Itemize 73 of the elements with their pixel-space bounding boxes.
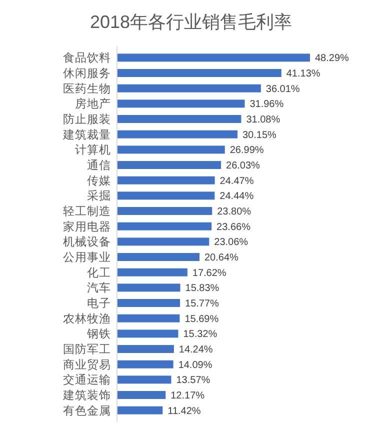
data-label: 14.24% [178,344,213,356]
y-tick-label: 商业贸易 [63,357,111,372]
y-tick-label: 防止服装 [63,113,111,126]
bar [117,268,188,276]
bar [117,84,261,92]
bar [117,299,180,307]
y-tick-label: 有色金属 [63,404,111,418]
data-label: 15.32% [183,329,218,340]
data-label: 48.29% [315,53,350,64]
data-label: 23.80% [217,206,252,218]
data-label: 17.62% [192,268,226,279]
bar [117,238,210,246]
bar [117,330,178,338]
data-label: 12.17% [170,390,205,402]
y-tick-label: 计算机 [75,144,111,157]
y-tick-label: 汽车 [87,280,111,295]
bar [117,100,245,108]
y-tick-label: 轻工制造 [63,205,111,218]
data-label: 15.69% [184,314,219,325]
bar [117,314,180,322]
data-label: 31.08% [246,114,280,126]
y-tick-label: 建筑装饰 [62,389,111,402]
bar [117,161,222,169]
bar [117,192,215,200]
bar [117,360,174,368]
data-label: 24.44% [220,191,254,202]
y-tick-label: 休闲服务 [63,67,111,80]
bar [117,115,242,123]
bar [117,391,166,399]
chart-title: 2018年各行业销售毛利率 [90,12,292,32]
data-label: 30.15% [242,130,277,141]
data-label: 23.66% [216,222,251,233]
bar [117,130,238,138]
bar [117,222,212,230]
data-label: 41.13% [286,68,320,80]
data-label: 24.47% [220,176,254,187]
y-tick-label: 化工 [87,266,111,280]
data-label: 15.77% [185,298,220,310]
y-tick-label: 交通运输 [63,372,111,387]
y-tick-label: 食品饮料 [63,52,111,65]
y-tick-label: 电子 [87,297,111,310]
y-tick-label: 公用事业 [63,251,111,264]
y-tick-label: 传媒 [87,174,111,188]
bar [117,54,310,62]
bar [117,284,180,292]
y-tick-label: 农林牧渔 [63,312,111,326]
bar [117,345,174,353]
data-label: 26.03% [226,160,260,172]
y-tick-label: 建筑裁量 [62,128,111,142]
bar [117,146,225,154]
data-label: 31.96% [250,99,284,110]
bar [117,207,212,215]
bar [117,376,172,384]
data-label: 26.99% [230,145,264,156]
data-label: 13.57% [176,375,210,386]
data-label: 23.06% [214,237,248,248]
y-tick-label: 国防军工 [63,343,111,356]
data-label: 20.64% [204,252,239,264]
y-tick-label: 通信 [87,159,111,172]
data-label: 11.42% [168,406,201,417]
data-label: 36.01% [266,84,300,95]
y-tick-label: 机械设备 [63,236,111,249]
y-tick-label: 房地产 [75,96,111,111]
bar [117,406,163,414]
data-label: 14.09% [178,360,212,371]
y-tick-label: 家用电器 [63,219,111,234]
data-label: 15.83% [185,283,220,294]
bar [117,69,282,77]
bar [117,176,215,184]
bar [117,253,200,261]
y-tick-label: 医药生物 [63,82,111,96]
y-tick-label: 钢铁 [86,328,111,341]
y-tick-label: 采掘 [87,190,111,203]
